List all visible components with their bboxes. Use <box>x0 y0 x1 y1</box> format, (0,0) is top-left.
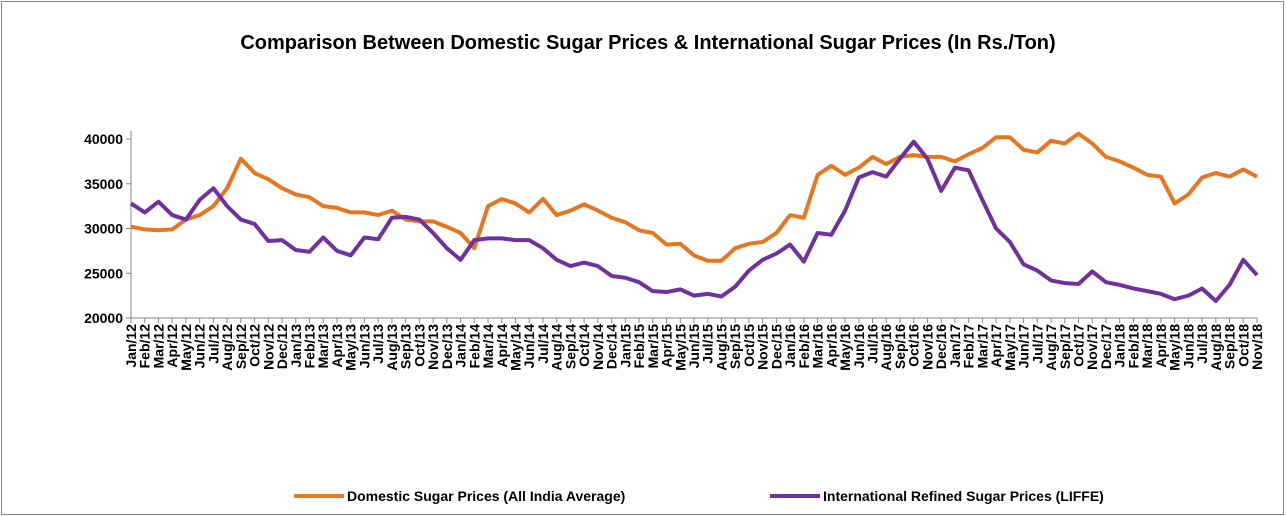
x-tick-label: Jul/18 <box>1194 324 1210 364</box>
x-tick-label: Jul/14 <box>535 324 551 364</box>
x-tick-label: Mar/18 <box>1139 324 1155 369</box>
x-tick-label: Sep/17 <box>1057 324 1073 369</box>
x-tick-label: Apr/16 <box>823 324 839 368</box>
x-tick-label: Jan/17 <box>947 324 963 368</box>
x-tick-label: Jul/17 <box>1029 324 1045 364</box>
chart-title: Comparison Between Domestic Sugar Prices… <box>240 32 1056 54</box>
x-tick-label: Jul/16 <box>865 324 881 364</box>
x-tick-label: Sep/16 <box>892 324 908 369</box>
x-tick-label: Nov/18 <box>1249 324 1265 370</box>
x-tick-label: Jan/16 <box>782 324 798 368</box>
x-tick-label: Dec/14 <box>604 324 620 369</box>
x-tick-label: May/15 <box>672 324 688 371</box>
x-tick-label: Nov/12 <box>260 324 276 370</box>
x-tick-label: Sep/15 <box>727 324 743 369</box>
x-tick-label: Jun/12 <box>192 324 208 369</box>
legend-label: Domestic Sugar Prices (All India Average… <box>347 488 625 504</box>
x-tick-label: Jun/18 <box>1180 324 1196 369</box>
x-tick-label: Aug/12 <box>219 324 235 371</box>
x-tick-label: Nov/13 <box>425 324 441 370</box>
x-tick-label: Dec/16 <box>933 324 949 369</box>
x-tick-label: Nov/15 <box>755 324 771 370</box>
x-tick-label: Oct/12 <box>247 324 263 367</box>
x-tick-label: Oct/17 <box>1070 324 1086 367</box>
x-tick-label: Sep/12 <box>233 324 249 369</box>
x-tick-label: Apr/12 <box>164 324 180 368</box>
x-tick-label: Jul/12 <box>205 324 221 364</box>
x-tick-label: Dec/17 <box>1098 324 1114 369</box>
x-tick-label: May/17 <box>1002 324 1018 371</box>
x-tick-label: May/16 <box>837 324 853 371</box>
x-tick-label: Nov/14 <box>590 324 606 370</box>
x-tick-label: Nov/17 <box>1084 324 1100 370</box>
x-tick-label: May/13 <box>343 324 359 371</box>
x-tick-label: Oct/15 <box>741 324 757 367</box>
x-tick-label: Feb/14 <box>466 324 482 369</box>
x-tick-label: Mar/12 <box>150 324 166 369</box>
x-tick-label: Jan/12 <box>123 324 139 368</box>
x-tick-label: Jun/13 <box>356 324 372 369</box>
y-tick-label: 20000 <box>84 310 123 326</box>
x-tick-label: Aug/13 <box>384 324 400 371</box>
x-tick-label: Aug/15 <box>713 324 729 371</box>
x-tick-label: Jan/18 <box>1112 324 1128 368</box>
y-tick-label: 25000 <box>84 265 123 281</box>
x-tick-label: Feb/12 <box>137 324 153 369</box>
x-tick-label: May/18 <box>1167 324 1183 371</box>
x-tick-label: Feb/17 <box>961 324 977 369</box>
x-tick-label: Apr/18 <box>1153 324 1169 368</box>
x-tick-label: Jan/14 <box>453 324 469 368</box>
x-tick-label: Jun/15 <box>686 324 702 369</box>
x-tick-label: Nov/16 <box>919 324 935 370</box>
x-tick-label: Jun/16 <box>851 324 867 369</box>
x-tick-label: Oct/16 <box>906 324 922 367</box>
x-tick-label: Oct/13 <box>411 324 427 367</box>
x-tick-label: Mar/15 <box>645 324 661 369</box>
series-line <box>130 131 1258 263</box>
x-tick-label: Sep/13 <box>398 324 414 369</box>
x-tick-label: Jul/15 <box>700 324 716 364</box>
x-tick-label: Mar/13 <box>315 324 331 369</box>
x-tick-label: Apr/13 <box>329 324 345 368</box>
x-tick-label: Aug/14 <box>549 324 565 371</box>
series-line <box>129 139 1259 303</box>
x-tick-label: Jun/17 <box>1016 324 1032 369</box>
x-tick-label: Mar/17 <box>974 324 990 369</box>
x-tick-label: May/12 <box>178 324 194 371</box>
x-tick-label: Sep/14 <box>562 324 578 369</box>
x-tick-label: Mar/16 <box>810 324 826 369</box>
x-tick-label: Jan/13 <box>288 324 304 368</box>
x-tick-label: Feb/18 <box>1125 324 1141 369</box>
x-tick-label: Dec/13 <box>439 324 455 369</box>
x-tick-label: Aug/17 <box>1043 324 1059 371</box>
legend-label: International Refined Sugar Prices (LIFF… <box>823 488 1104 504</box>
x-tick-label: Apr/15 <box>659 324 675 368</box>
x-tick-label: Feb/16 <box>796 324 812 369</box>
x-tick-label: Apr/17 <box>988 324 1004 368</box>
x-tick-label: Aug/16 <box>878 324 894 371</box>
x-tick-label: Jul/13 <box>370 324 386 364</box>
x-tick-label: Dec/15 <box>768 324 784 369</box>
x-tick-label: Apr/14 <box>494 324 510 368</box>
x-tick-label: Mar/14 <box>480 324 496 369</box>
x-tick-label: Dec/12 <box>274 324 290 369</box>
y-tick-label: 30000 <box>84 221 123 237</box>
x-tick-label: Aug/18 <box>1208 324 1224 371</box>
y-tick-label: 40000 <box>84 131 123 147</box>
x-tick-label: Jan/15 <box>617 324 633 368</box>
x-tick-label: Feb/15 <box>631 324 647 369</box>
x-tick-label: Sep/18 <box>1222 324 1238 369</box>
x-tick-label: Oct/14 <box>576 324 592 367</box>
y-tick-label: 35000 <box>84 176 123 192</box>
x-tick-label: Feb/13 <box>302 324 318 369</box>
x-tick-label: Oct/18 <box>1235 324 1251 367</box>
x-tick-label: May/14 <box>507 324 523 371</box>
x-tick-label: Jun/14 <box>521 324 537 369</box>
